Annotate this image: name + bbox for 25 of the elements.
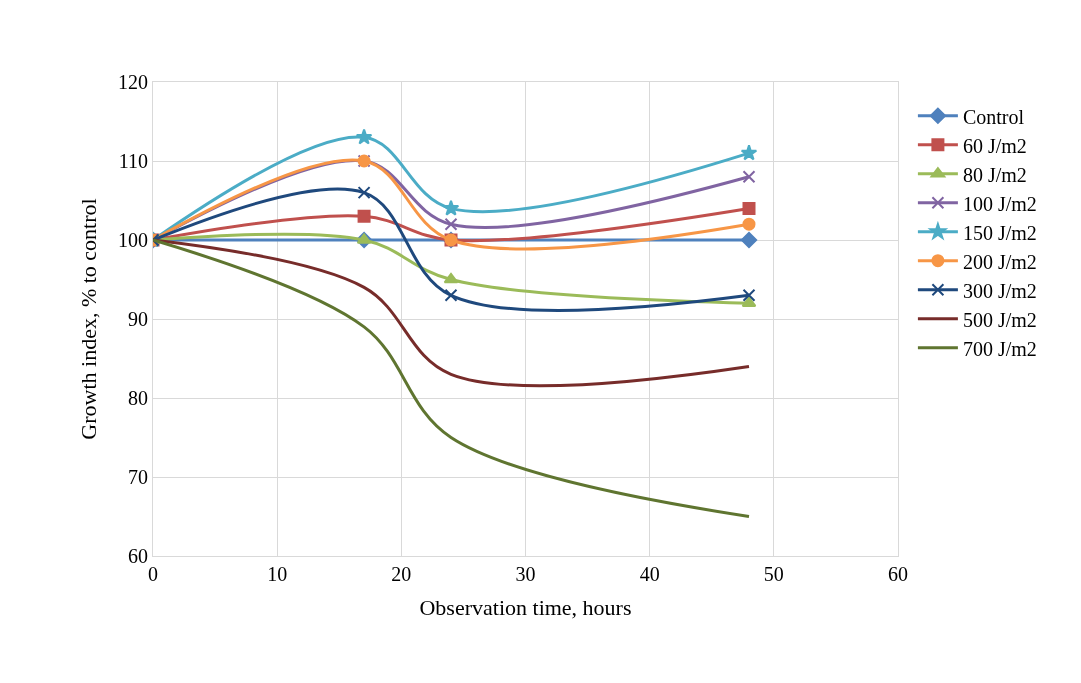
y-tick-label: 60 <box>128 545 148 567</box>
y-tick-label: 100 <box>118 229 148 251</box>
y-tick-label: 120 <box>118 71 148 93</box>
legend-label: 700 J/m2 <box>962 337 1037 360</box>
x-tick-label: 0 <box>148 563 158 585</box>
x-tick-label: 40 <box>639 563 660 585</box>
x-tick-label: 30 <box>515 563 536 585</box>
x-tick-label: 20 <box>391 563 412 585</box>
y-tick-label: 110 <box>118 150 148 172</box>
x-tick-label: 50 <box>763 563 784 585</box>
y-tick-label: 70 <box>128 466 148 488</box>
y-axis-title: Growth index, % to control <box>75 198 101 440</box>
legend-label: 100 J/m2 <box>962 192 1037 215</box>
legend-label: 150 J/m2 <box>962 221 1037 244</box>
legend-label: 60 J/m2 <box>962 134 1027 157</box>
y-tick-label: 90 <box>128 308 148 330</box>
legend-label: 300 J/m2 <box>962 279 1037 302</box>
x-tick-label: 10 <box>267 563 288 585</box>
legend-label: Control <box>962 105 1025 128</box>
y-tick-label: 80 <box>128 387 148 409</box>
legend-label: 80 J/m2 <box>962 163 1027 186</box>
x-tick-label: 60 <box>888 563 908 585</box>
legend-label: 200 J/m2 <box>962 250 1037 273</box>
legend-label: 500 J/m2 <box>962 308 1037 331</box>
x-axis-title: Observation time, hours <box>419 594 632 620</box>
